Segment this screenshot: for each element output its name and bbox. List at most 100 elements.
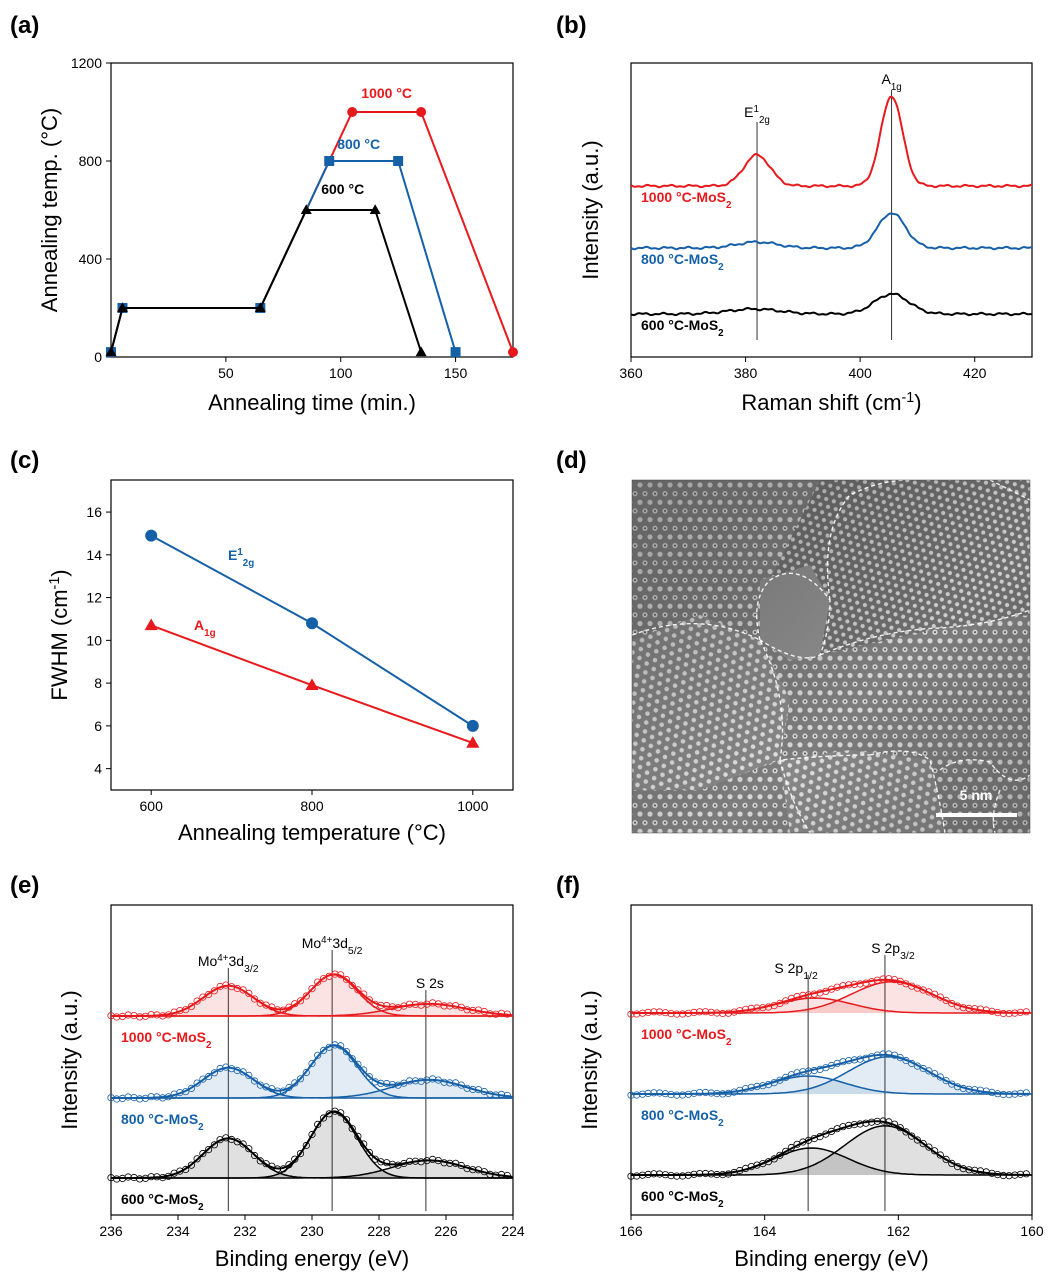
data-point — [936, 1073, 944, 1081]
panel-label-e: (e) — [10, 872, 39, 899]
data-point — [388, 1003, 396, 1011]
data-point — [873, 1117, 881, 1125]
data-point — [627, 1010, 635, 1018]
data-point — [273, 1006, 282, 1014]
data-point — [799, 1068, 807, 1076]
data-point — [153, 1173, 161, 1181]
x-tick-label-f: 162 — [887, 1223, 911, 1239]
x-tick-label-f: 164 — [753, 1223, 777, 1239]
data-point — [116, 302, 128, 312]
data-point — [730, 1008, 738, 1016]
data-point — [782, 1147, 790, 1155]
data-point — [193, 997, 201, 1005]
data-point — [440, 1159, 448, 1167]
data-point — [170, 1008, 178, 1016]
data-point — [405, 1000, 414, 1008]
data-point — [503, 1171, 511, 1180]
data-point — [254, 302, 266, 312]
sample-label-part: 2 — [718, 1118, 724, 1129]
data-point — [118, 1174, 127, 1183]
data-point — [650, 1170, 658, 1178]
data-point — [170, 1090, 178, 1098]
data-point — [147, 1173, 155, 1181]
data-point — [759, 1004, 767, 1012]
data-point — [239, 986, 247, 994]
sample-label-part: 2 — [718, 1199, 724, 1210]
y-tick-label: 0 — [94, 349, 102, 365]
x-tick-label-e: 228 — [367, 1223, 391, 1239]
data-point — [1005, 1091, 1013, 1099]
series-label-part: A — [194, 617, 204, 633]
x-tick-label-b: 400 — [848, 365, 872, 381]
data-point — [187, 1161, 195, 1169]
data-point — [147, 1011, 155, 1019]
data-point — [239, 1068, 247, 1076]
data-point — [976, 1086, 985, 1094]
data-point — [492, 1091, 500, 1099]
panel-f: (f) 166 164 162 160 Binding energy (eV) Intens… — [556, 872, 1044, 1271]
data-point — [480, 1087, 488, 1096]
data-point — [319, 1114, 328, 1122]
data-point — [405, 1157, 414, 1165]
panel-label-c: (c) — [10, 447, 39, 474]
data-point — [164, 1093, 172, 1101]
data-point — [787, 1143, 796, 1152]
x-tick-label-e: 232 — [233, 1223, 257, 1239]
data-point — [747, 1163, 755, 1171]
peak-label: S 2p1/2 — [774, 960, 818, 982]
data-point — [136, 1095, 144, 1103]
data-point — [314, 1120, 322, 1129]
y-axis-label-c-part: -1 — [47, 577, 63, 590]
data-point — [388, 1081, 396, 1089]
data-point — [285, 1161, 293, 1169]
data-point — [879, 1050, 887, 1058]
data-point — [1011, 1090, 1019, 1098]
data-point — [902, 1128, 910, 1136]
data-point — [182, 1006, 190, 1014]
data-point — [337, 1109, 345, 1117]
sample-label-part: 2 — [198, 1202, 204, 1213]
data-point — [193, 1155, 201, 1163]
data-point — [988, 1169, 996, 1177]
data-point — [291, 1000, 299, 1008]
data-point — [1022, 1170, 1030, 1178]
data-point — [251, 995, 259, 1003]
plot-area-a — [110, 62, 514, 358]
panel-a: (a) 50 100 150 0 400 800 1200 Annealing time (mi… — [10, 12, 518, 415]
data-point — [199, 1149, 207, 1158]
data-point — [331, 1041, 339, 1049]
data-point — [205, 1072, 213, 1081]
sample-label-part: 1000 °C-MoS — [121, 1029, 206, 1045]
data-point — [302, 992, 310, 1000]
data-point — [153, 1093, 161, 1101]
data-point — [486, 1170, 494, 1179]
peak-label-part: 4+ — [321, 935, 332, 946]
data-point — [862, 1054, 870, 1062]
data-point — [873, 1051, 881, 1059]
data-point — [405, 1077, 414, 1085]
data-point — [930, 1070, 939, 1078]
x-tick-label-b: 420 — [963, 365, 987, 381]
data-point — [930, 990, 939, 998]
peak-label-part: 3/2 — [900, 950, 915, 962]
data-point — [971, 1005, 979, 1013]
data-point — [862, 1119, 870, 1127]
series-label-part: E — [228, 547, 237, 563]
data-point — [291, 1155, 299, 1163]
data-point — [337, 971, 345, 979]
sample-label-blue: 800 °C-MoS2 — [121, 1111, 204, 1133]
data-point — [210, 987, 218, 995]
data-point — [360, 1066, 368, 1074]
data-point — [965, 1166, 973, 1174]
data-point — [383, 1001, 391, 1010]
data-point — [724, 1009, 733, 1017]
data-point — [650, 1008, 658, 1016]
data-point — [633, 1172, 641, 1180]
data-point — [965, 1004, 973, 1013]
data-point — [176, 1006, 184, 1015]
data-point — [348, 981, 356, 990]
data-point — [1016, 1170, 1025, 1178]
sample-label-blue: 800 °C-MoS2 — [641, 1107, 724, 1129]
series-line-black — [110, 209, 423, 353]
tem-image — [631, 479, 1031, 834]
